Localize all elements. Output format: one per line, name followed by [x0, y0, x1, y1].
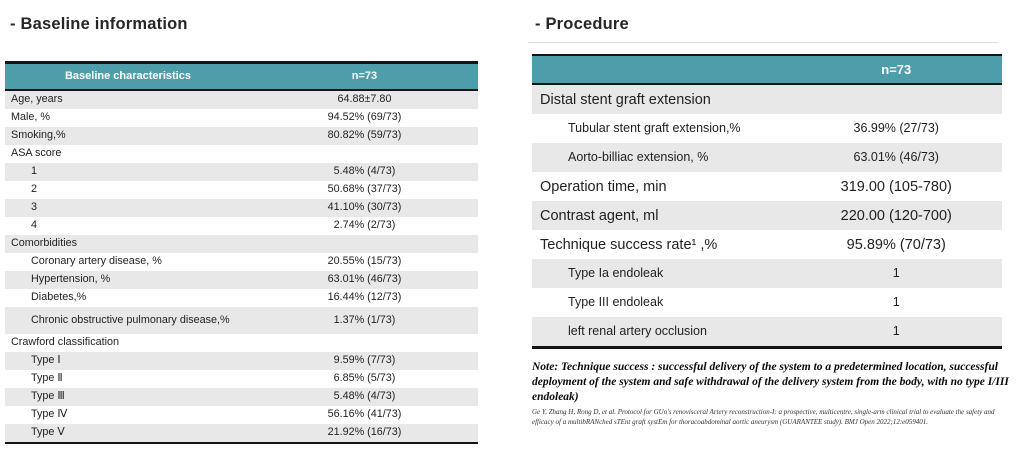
row-label: Coronary artery disease, %	[31, 255, 162, 267]
row-value: 94.52% (69/73)	[327, 111, 402, 123]
row-value: 5.48% (4/73)	[250, 162, 478, 181]
row-value: 1.37% (1/73)	[250, 306, 478, 334]
table-row: Age, years 64.88±7.80	[5, 89, 478, 109]
title-divider	[528, 42, 998, 43]
row-label: Distal stent graft extension	[532, 84, 791, 114]
row-label: Crawford classification	[11, 336, 120, 348]
baseline-table: Baseline characteristics n=73 Age, years…	[5, 61, 478, 444]
row-value	[250, 234, 478, 253]
procedure-header-n: n=73	[790, 55, 1002, 85]
table-row: Contrast agent, ml 220.00 (120-700)	[532, 201, 1002, 230]
row-label: Type III endoleak	[568, 295, 664, 309]
procedure-table: n=73 Distal stent graft extension Tubular…	[532, 54, 1002, 349]
table-row: Diabetes,% 16.44% (12/73)	[5, 289, 478, 307]
table-row: 2 50.68% (37/73)	[5, 181, 478, 199]
row-label: 2	[31, 183, 38, 195]
row-label: left renal artery occlusion	[532, 317, 791, 348]
row-label: Contrast agent, ml	[532, 201, 791, 230]
table-row: Male, % 94.52% (69/73)	[5, 109, 478, 127]
row-value: 9.59% (7/73)	[250, 351, 478, 370]
row-label: Chronic obstructive pulmonary disease,%	[5, 306, 251, 334]
row-value: 41.10% (30/73)	[250, 198, 478, 217]
row-value: 6.85% (5/73)	[333, 372, 396, 384]
table-row: Distal stent graft extension	[532, 84, 1002, 114]
row-value	[251, 334, 478, 352]
table-row: Type Ia endoleak 1	[532, 259, 1002, 288]
row-label: Male, %	[11, 111, 51, 123]
table-row: Tubular stent graft extension,% 36.99% (2…	[532, 114, 1002, 143]
row-label: Diabetes,%	[31, 291, 87, 303]
table-row: Type Ⅳ 56.16% (41/73)	[5, 406, 478, 424]
row-label: Hypertension, %	[5, 270, 251, 289]
row-value: 80.82% (59/73)	[250, 126, 478, 145]
row-label: Type Ⅱ	[31, 372, 63, 384]
row-label: Type Ⅳ	[31, 408, 68, 420]
row-value: 63.01% (46/73)	[790, 143, 1002, 172]
row-label: Tubular stent graft extension,%	[568, 121, 741, 135]
table-row: Aorto-billiac extension, % 63.01% (46/73)	[532, 143, 1002, 172]
table-row: Hypertension, % 63.01% (46/73)	[5, 270, 478, 289]
table-row: left renal artery occlusion 1	[532, 317, 1002, 348]
row-value: 1	[790, 317, 1002, 348]
row-label: Type Ⅰ	[5, 351, 251, 370]
row-value: 64.88±7.80	[250, 89, 478, 109]
row-label: Comorbidities	[5, 234, 251, 253]
procedure-header-label	[532, 55, 791, 85]
row-label: Smoking,%	[5, 126, 251, 145]
technique-success-note: Note: Technique success : successful del…	[532, 361, 1009, 404]
baseline-header-n: n=73	[250, 62, 478, 91]
table-row: Chronic obstructive pulmonary disease,% 1…	[5, 306, 478, 334]
row-value: 36.99% (27/73)	[853, 121, 939, 135]
row-label: ASA score	[11, 147, 62, 159]
row-value: 20.55% (15/73)	[327, 255, 402, 267]
table-row: Type Ⅰ 9.59% (7/73)	[5, 351, 478, 370]
table-row: Type Ⅴ 21.92% (16/73)	[5, 423, 478, 443]
table-row: Smoking,% 80.82% (59/73)	[5, 126, 478, 145]
row-label: Technique success rate¹ ,%	[540, 236, 718, 253]
row-value: 5.48% (4/73)	[250, 387, 478, 406]
table-row: 1 5.48% (4/73)	[5, 162, 478, 181]
row-value	[251, 145, 478, 163]
row-value: 21.92% (16/73)	[250, 423, 478, 443]
row-label: 3	[5, 198, 251, 217]
table-row: 3 41.10% (30/73)	[5, 198, 478, 217]
table-row: Type Ⅲ 5.48% (4/73)	[5, 387, 478, 406]
table-row: Type Ⅱ 6.85% (5/73)	[5, 370, 478, 388]
row-label: Age, years	[5, 89, 251, 109]
row-value: 319.00 (105-780)	[840, 178, 952, 195]
table-row: 4 2.74% (2/73)	[5, 217, 478, 235]
procedure-table-header-row: n=73	[532, 55, 1002, 85]
row-value: 1	[790, 259, 1002, 288]
section-title-baseline: - Baseline information	[10, 15, 188, 33]
table-row: Type III endoleak 1	[532, 288, 1002, 317]
row-label: Type Ia endoleak	[532, 259, 791, 288]
row-value: 2.74% (2/73)	[333, 219, 396, 231]
reference-citation: Ge Y, Zhang H, Rong D, et al. Protocol f…	[532, 408, 995, 426]
table-row: Technique success rate¹ ,% 95.89% (70/73)	[532, 230, 1002, 259]
row-label: 1	[5, 162, 251, 181]
row-value: 63.01% (46/73)	[250, 270, 478, 289]
table-row: Operation time, min 319.00 (105-780)	[532, 172, 1002, 201]
table-row: Coronary artery disease, % 20.55% (15/73)	[5, 253, 478, 271]
row-value: 16.44% (12/73)	[327, 291, 402, 303]
row-value: 95.89% (70/73)	[846, 236, 946, 253]
row-value: 220.00 (120-700)	[790, 201, 1002, 230]
section-title-procedure: - Procedure	[535, 15, 629, 33]
row-value: 1	[892, 295, 900, 309]
row-label: Aorto-billiac extension, %	[532, 143, 791, 172]
baseline-header-label: Baseline characteristics	[5, 62, 251, 91]
table-row: ASA score	[5, 145, 478, 163]
row-value: 50.68% (37/73)	[327, 183, 402, 195]
row-value	[790, 84, 1002, 114]
baseline-table-header-row: Baseline characteristics n=73	[5, 62, 478, 91]
row-label: Type Ⅲ	[5, 387, 251, 406]
row-value: 56.16% (41/73)	[327, 408, 402, 420]
row-label: Type Ⅴ	[5, 423, 251, 443]
row-label: 4	[31, 219, 38, 231]
table-row: Crawford classification	[5, 334, 478, 352]
row-label: Operation time, min	[540, 178, 667, 195]
table-row: Comorbidities	[5, 234, 478, 253]
